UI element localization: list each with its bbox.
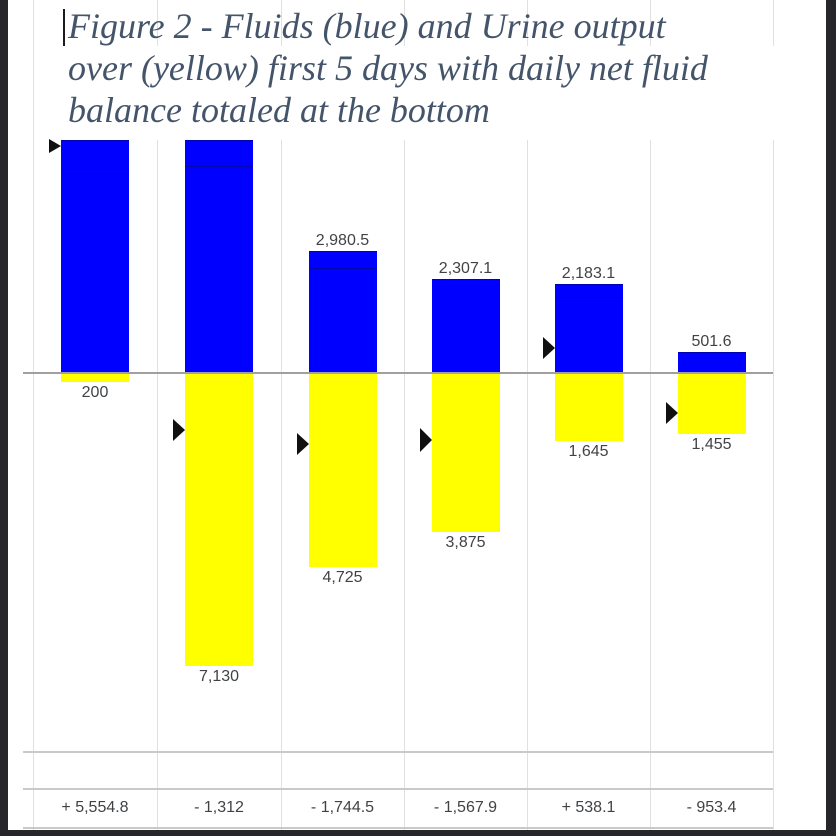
window-edge-bottom [0,830,836,836]
net-balance-day-1: + 5,554.8 [61,799,129,816]
fluids-value-label-day-4: 2,307.1 [438,259,493,277]
play-marker-icon [49,139,61,153]
urine-value-label-day-1: 200 [81,384,109,402]
fluids-value-label-day-5: 2,183.1 [561,264,616,282]
fluids-bar-day-4[interactable] [431,278,500,373]
play-marker-icon [419,428,432,452]
figure-caption[interactable]: Figure 2 - Fluids (blue) and Urine outpu… [68,5,708,131]
fluids-bar-day-3[interactable] [308,251,377,373]
table-gridline-3 [23,827,773,829]
window-edge-right [826,0,836,836]
urine-value-label-day-4: 3,875 [445,534,486,552]
urine-bar-day-2[interactable] [185,374,253,666]
fluids-value-label-day-3: 2,980.5 [315,232,370,250]
bar-shading-line [185,166,253,167]
vertical-gridline-1 [33,0,34,830]
fluids-value-label-day-6: 501.6 [691,333,732,351]
fluids-bar-day-2[interactable] [185,140,253,373]
zero-axis-line [23,372,773,374]
vertical-gridline-6 [650,0,651,830]
urine-value-label-day-5: 1,645 [568,443,609,461]
net-balance-day-6: - 953.4 [686,799,737,816]
bar-shading-line [554,296,623,298]
urine-value-label-day-6: 1,455 [691,435,732,453]
play-marker-icon [296,433,309,455]
vertical-gridline-5 [527,0,528,830]
table-gridline-1 [23,751,773,753]
vertical-gridline-7 [773,0,774,830]
figure-caption-line3: balance totaled at the bottom [68,90,490,130]
figure-caption-line2: over (yellow) first 5 days with daily ne… [68,48,708,88]
vertical-gridline-2 [157,0,158,830]
figure-caption-line1: Figure 2 - Fluids (blue) and Urine outpu… [68,6,666,46]
net-balance-day-5: + 538.1 [561,799,616,816]
text-cursor [63,9,65,46]
bar-shading-line [61,173,129,174]
caption-background [48,46,820,140]
net-balance-day-3: - 1,744.5 [310,799,375,816]
play-marker-icon [542,337,555,359]
net-balance-day-2: - 1,312 [194,799,244,816]
window-edge-left [0,0,8,836]
urine-bar-day-4[interactable] [431,374,500,533]
urine-value-label-day-2: 7,130 [198,667,240,685]
urine-value-label-day-3: 4,725 [322,569,363,587]
table-gridline-2 [23,788,773,790]
fluids-bar-day-1[interactable] [61,140,129,373]
urine-bar-day-3[interactable] [308,374,377,568]
urine-bar-day-1[interactable] [61,374,129,383]
fluids-bar-day-6[interactable] [677,352,746,373]
net-balance-day-4: - 1,567.9 [433,799,498,816]
play-marker-icon [665,402,678,424]
vertical-gridline-4 [404,0,405,830]
fluids-bar-day-5[interactable] [554,283,623,373]
vertical-gridline-3 [281,0,282,830]
bar-shading-line [308,268,377,270]
urine-bar-day-5[interactable] [554,374,623,442]
play-marker-icon [173,419,185,441]
bar-shading-line [431,284,500,286]
urine-bar-day-6[interactable] [677,374,746,434]
